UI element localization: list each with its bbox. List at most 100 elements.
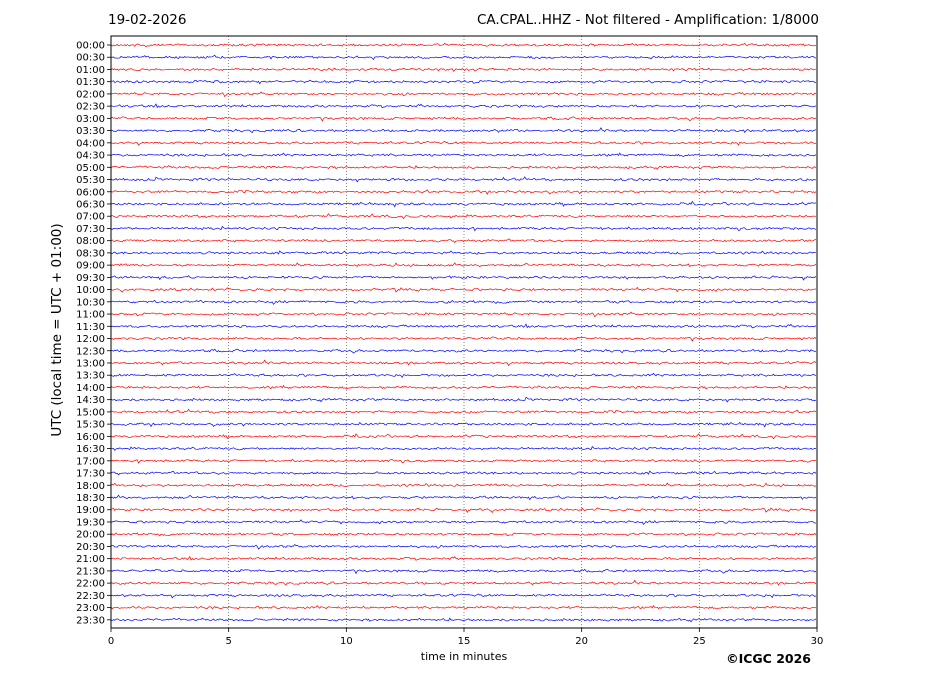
y-tick-label: 14:00 bbox=[76, 383, 105, 394]
y-tick-label: 17:00 bbox=[76, 456, 105, 467]
y-tick-label: 07:00 bbox=[76, 212, 105, 223]
seismic-trace bbox=[110, 189, 817, 195]
y-tick-label: 20:00 bbox=[76, 530, 105, 541]
seismic-trace bbox=[110, 604, 817, 610]
y-tick-label: 16:30 bbox=[76, 444, 105, 455]
seismic-trace bbox=[110, 384, 817, 390]
y-tick-label: 10:00 bbox=[76, 285, 105, 296]
seismic-trace bbox=[110, 470, 817, 476]
seismic-trace bbox=[110, 372, 817, 378]
seismic-trace bbox=[110, 275, 817, 281]
seismic-trace bbox=[110, 323, 817, 329]
y-tick-label: 10:30 bbox=[76, 297, 105, 308]
y-tick-label: 12:00 bbox=[76, 334, 105, 345]
y-tick-label: 19:00 bbox=[76, 505, 105, 516]
x-axis-label: time in minutes bbox=[420, 650, 508, 663]
y-tick-label: 23:30 bbox=[76, 615, 105, 626]
x-tick-label: 20 bbox=[575, 636, 588, 647]
seismic-trace bbox=[110, 482, 817, 488]
seismic-trace bbox=[110, 116, 817, 122]
y-tick-label: 18:30 bbox=[76, 493, 105, 504]
seismic-trace bbox=[110, 299, 817, 305]
y-tick-label: 07:30 bbox=[76, 224, 105, 235]
seismic-trace bbox=[110, 213, 817, 220]
seismic-trace bbox=[110, 433, 817, 440]
y-tick-label: 05:00 bbox=[76, 163, 105, 174]
y-tick-label: 09:00 bbox=[76, 261, 105, 272]
y-tick-label: 16:00 bbox=[76, 432, 105, 443]
seismic-trace bbox=[110, 67, 817, 72]
y-tick-label: 12:30 bbox=[76, 346, 105, 357]
y-tick-label: 05:30 bbox=[76, 175, 105, 186]
seismic-trace bbox=[110, 152, 817, 157]
x-tick-label: 15 bbox=[458, 636, 471, 647]
y-tick-label: 20:30 bbox=[76, 542, 105, 553]
seismic-trace bbox=[110, 421, 817, 428]
chart-title: CA.CPAL..HHZ - Not filtered - Amplificat… bbox=[477, 12, 819, 28]
y-tick-label: 04:00 bbox=[76, 138, 105, 149]
seismic-trace bbox=[110, 286, 817, 293]
y-tick-label: 08:30 bbox=[76, 248, 105, 259]
seismic-trace bbox=[110, 458, 817, 464]
x-tick-label: 25 bbox=[693, 636, 706, 647]
seismic-trace bbox=[110, 543, 817, 550]
seismic-trace bbox=[110, 176, 817, 183]
date-label: 19-02-2026 bbox=[108, 12, 187, 28]
seismic-trace bbox=[110, 311, 817, 318]
grid-lines bbox=[228, 36, 700, 628]
y-tick-label: 01:00 bbox=[76, 65, 105, 76]
y-tick-label: 09:30 bbox=[76, 273, 105, 284]
y-tick-label: 13:00 bbox=[76, 358, 105, 369]
x-tick-label: 10 bbox=[340, 636, 353, 647]
seismic-trace bbox=[110, 238, 817, 244]
seismic-trace bbox=[110, 79, 817, 85]
y-tick-label: 14:30 bbox=[76, 395, 105, 406]
y-tick-label: 01:30 bbox=[76, 77, 105, 88]
y-tick-label: 03:00 bbox=[76, 114, 105, 125]
x-tick-label: 0 bbox=[108, 636, 114, 647]
seismic-trace bbox=[110, 396, 817, 403]
y-tick-label: 17:30 bbox=[76, 469, 105, 480]
plot-frame bbox=[110, 35, 818, 629]
seismic-trace bbox=[110, 579, 817, 586]
y-tick-label: 19:30 bbox=[76, 517, 105, 528]
y-tick-label: 13:30 bbox=[76, 371, 105, 382]
y-tick-label: 18:00 bbox=[76, 481, 105, 492]
seismic-trace bbox=[110, 532, 817, 537]
seismic-trace bbox=[110, 359, 817, 367]
x-tick-label: 30 bbox=[811, 636, 824, 647]
seismic-trace bbox=[110, 54, 817, 61]
y-tick-label: 00:00 bbox=[76, 41, 105, 52]
seismic-trace bbox=[110, 225, 817, 232]
seismic-trace bbox=[110, 42, 817, 48]
y-tick-label: 21:00 bbox=[76, 554, 105, 565]
seismic-trace bbox=[110, 127, 817, 134]
seismic-trace bbox=[110, 336, 817, 342]
y-tick-label: 06:30 bbox=[76, 199, 105, 210]
seismic-trace bbox=[110, 507, 817, 514]
seismic-trace bbox=[110, 165, 817, 170]
seismic-trace bbox=[110, 200, 817, 208]
y-tick-label: 02:00 bbox=[76, 89, 105, 100]
seismic-trace bbox=[110, 103, 817, 109]
y-tick-label: 06:00 bbox=[76, 187, 105, 198]
y-tick-label: 11:00 bbox=[76, 310, 105, 321]
y-tick-label: 21:30 bbox=[76, 566, 105, 577]
seismic-trace bbox=[110, 141, 817, 146]
x-tick-label: 5 bbox=[225, 636, 231, 647]
y-tick-label: 04:30 bbox=[76, 151, 105, 162]
y-tick-label: 15:00 bbox=[76, 407, 105, 418]
y-tick-label: 22:00 bbox=[76, 579, 105, 590]
seismic-trace bbox=[110, 408, 817, 414]
y-tick-label: 08:00 bbox=[76, 236, 105, 247]
y-tick-label: 02:30 bbox=[76, 102, 105, 113]
seismic-trace bbox=[110, 555, 817, 561]
y-tick-label: 15:30 bbox=[76, 420, 105, 431]
seismic-trace bbox=[110, 568, 817, 575]
seismic-traces bbox=[110, 42, 817, 623]
y-tick-label: 23:00 bbox=[76, 603, 105, 614]
copyright-label: ©ICGC 2026 bbox=[726, 651, 811, 666]
y-tick-label: 00:30 bbox=[76, 53, 105, 64]
